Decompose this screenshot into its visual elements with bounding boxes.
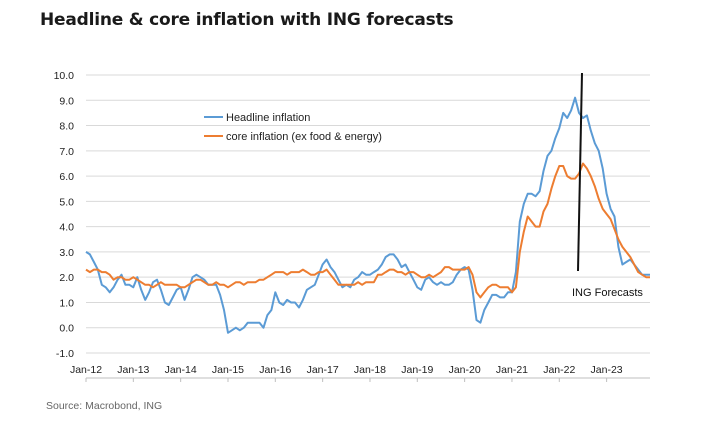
- y-tick-label: 5.0: [59, 196, 74, 208]
- y-tick-label: 0.0: [59, 323, 74, 335]
- x-tick-label: Jan-14: [165, 364, 197, 376]
- y-tick-label: 4.0: [59, 222, 74, 234]
- x-tick-label: Jan-20: [449, 364, 481, 376]
- legend-label: Headline inflation: [226, 112, 310, 124]
- x-tick-label: Jan-23: [591, 364, 623, 376]
- y-tick-label: 1.0: [59, 297, 74, 309]
- x-tick-label: Jan-15: [212, 364, 244, 376]
- x-tick-label: Jan-22: [543, 364, 575, 376]
- x-tick-label: Jan-19: [401, 364, 433, 376]
- y-tick-label: 3.0: [59, 247, 74, 259]
- forecast-divider-line: [577, 72, 583, 272]
- x-axis: Jan-12 Jan-13 Jan-14 Jan-15 Jan-16 Jan-17 Jan-…: [70, 364, 650, 382]
- x-tick-label: Jan-13: [117, 364, 149, 376]
- y-axis-tick-labels: 10.0 9.0 8.0 7.0 6.0 5.0 4.0 3.0 2.0 1.0 0.0 -1.0: [54, 70, 75, 360]
- legend-label: core inflation (ex food & energy): [226, 131, 382, 143]
- forecast-annotation: ING Forecasts: [572, 287, 643, 299]
- gridlines: [86, 74, 650, 354]
- series-lines: [85, 96, 650, 334]
- source-note: Source: Macrobond, ING: [46, 400, 163, 412]
- x-tick-label: Jan-18: [354, 364, 386, 376]
- x-tick-label: Jan-16: [259, 364, 291, 376]
- x-tick-label: Jan-12: [70, 364, 102, 376]
- y-tick-label: 8.0: [59, 121, 74, 133]
- y-tick-label: 9.0: [59, 95, 74, 107]
- y-tick-label: 7.0: [59, 146, 74, 158]
- forecast-marker: ING Forecasts: [572, 72, 643, 299]
- x-tick-label: Jan-21: [496, 364, 528, 376]
- legend: Headline inflation core inflation (ex foo…: [204, 112, 382, 143]
- y-tick-label: 6.0: [59, 171, 74, 183]
- series-line-core: [85, 162, 650, 299]
- y-tick-label: 10.0: [54, 70, 75, 82]
- chart-title: Headline & core inflation with ING forec…: [40, 10, 454, 30]
- x-tick-label: Jan-17: [307, 364, 339, 376]
- y-tick-label: -1.0: [56, 348, 74, 360]
- y-tick-label: 2.0: [59, 272, 74, 284]
